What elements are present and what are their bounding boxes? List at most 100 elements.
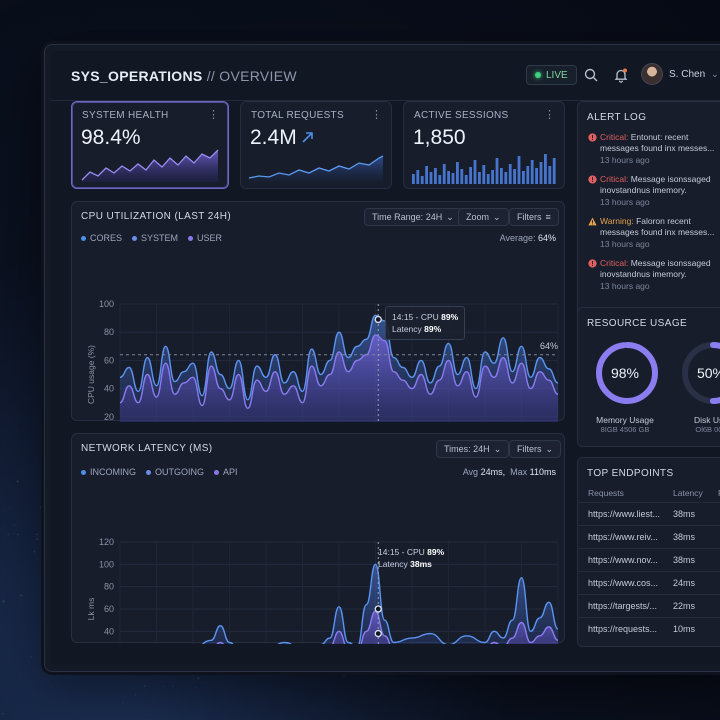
top-endpoints-panel: TOP ENDPOINTS Requests Latency R https:/… — [577, 457, 720, 647]
alert-time: 13 hours ago — [600, 197, 650, 207]
filters-dropdown[interactable]: Filters ⌄ — [509, 440, 562, 458]
alert-text: Entonut: recent messages found inx messe… — [600, 132, 715, 153]
y-tick-label: 80 — [104, 582, 114, 592]
table-row[interactable]: https://requests... 10ms — [578, 617, 720, 640]
top-bar: SYS_OPERATIONS // OVERVIEW LIVE S. Chen … — [51, 51, 720, 101]
endpoint-url[interactable]: https://www.liest... — [588, 509, 661, 519]
kpi-value: 1,850 — [413, 126, 466, 149]
cursor-marker — [374, 629, 382, 638]
table-row[interactable]: https://www.cos... 24ms — [578, 571, 720, 594]
more-options-icon[interactable]: ⋮ — [371, 109, 382, 121]
live-badge[interactable]: LIVE — [526, 65, 577, 85]
gauge-label: Disk Usa — [693, 415, 720, 425]
zoom-dropdown[interactable]: Zoom ⌄ — [458, 208, 509, 226]
series-line — [201, 563, 559, 644]
series-line — [119, 314, 559, 401]
column-header-latency[interactable]: Latency — [673, 488, 703, 498]
critical-alert-icon — [588, 259, 597, 268]
tooltip-line: 14:15 - CPU — [378, 547, 425, 557]
table-row[interactable]: https://www.nov... 38ms — [578, 548, 720, 571]
endpoint-url[interactable]: https://www.cos... — [588, 578, 659, 588]
table-row[interactable]: https://www.reiv... 38ms — [578, 525, 720, 548]
session-bar — [495, 158, 499, 184]
bell-icon[interactable] — [613, 67, 629, 83]
table-row[interactable]: https://www.liest... 38ms — [578, 502, 720, 525]
alert-time: 13 hours ago — [600, 239, 650, 249]
monitor-frame: SYS_OPERATIONS // OVERVIEW LIVE S. Chen … — [44, 44, 720, 672]
session-bar — [491, 170, 494, 184]
legend-item-system[interactable]: SYSTEM — [132, 233, 178, 243]
search-icon[interactable] — [583, 67, 599, 83]
legend-label: SYSTEM — [141, 233, 179, 243]
dashboard-screen: SYS_OPERATIONS // OVERVIEW LIVE S. Chen … — [51, 51, 720, 665]
endpoint-url[interactable]: https://www.reiv... — [588, 532, 658, 542]
session-bar — [412, 174, 415, 184]
max-value: 110ms — [529, 467, 556, 477]
live-label: LIVE — [546, 69, 568, 81]
session-bar — [425, 166, 428, 184]
series-line — [119, 334, 559, 410]
title-main: SYS_OPERATIONS — [71, 68, 203, 84]
session-bar — [420, 176, 424, 184]
tooltip-value: 89% — [441, 312, 459, 322]
donut-gauge — [682, 342, 720, 404]
endpoint-latency: 38ms — [673, 532, 696, 542]
endpoint-url[interactable]: https://targests/... — [588, 601, 658, 611]
legend-item-user[interactable]: USER — [188, 233, 222, 243]
endpoint-latency: 10ms — [673, 624, 696, 634]
alert-time: 13 hours ago — [600, 281, 650, 291]
resource-gauge[interactable]: 98% Memory Usage 8IGB 4506 GB — [592, 340, 662, 434]
resource-usage-panel: RESOURCE USAGE 98% Memory Usage 8IGB 4506 … — [577, 307, 720, 447]
network-chart[interactable]: 02040608010012000:0002:0004:0006:0008:00… — [72, 434, 566, 644]
more-options-icon[interactable]: ⋮ — [544, 109, 555, 121]
session-bar — [482, 165, 486, 184]
y-axis-label: Lk ms — [86, 598, 96, 621]
alert-item[interactable]: Critical: Entonut: recent messages found… — [588, 132, 718, 166]
kpi-card-system-health[interactable]: SYSTEM HEALTH ⋮ 98.4% — [71, 101, 229, 189]
gauge-value: 50% — [696, 365, 720, 381]
table-row[interactable]: https://targests/... 22ms — [578, 594, 720, 617]
y-tick-label: 20 — [104, 412, 114, 422]
more-options-icon[interactable]: ⋮ — [208, 109, 219, 121]
user-menu[interactable]: S. Chen ⌄ — [641, 63, 719, 85]
resource-gauge[interactable]: 50% Disk UsaOl6B 005 — [678, 340, 720, 434]
alert-item[interactable]: Critical: Message isonssaged inovstandnu… — [588, 174, 718, 208]
legend-item-outgoing[interactable]: OUTGOING — [146, 467, 204, 477]
filters-button[interactable]: Filters ≡ — [509, 208, 559, 226]
legend-label: INCOMING — [90, 467, 136, 477]
endpoint-url[interactable]: https://www.nov... — [588, 555, 658, 565]
max-label: Max — [510, 467, 528, 477]
y-tick-label: 40 — [104, 626, 114, 636]
critical-alert-icon — [588, 175, 597, 184]
endpoint-url[interactable]: https://requests... — [588, 624, 658, 634]
kpi-card-active-sessions[interactable]: ACTIVE SESSIONS ⋮ 1,850 — [403, 101, 565, 189]
kpi-value: 98.4% — [81, 126, 141, 149]
legend-item-cores[interactable]: CORES — [81, 233, 122, 243]
session-bar — [513, 169, 516, 184]
filters-label: Filters — [517, 212, 542, 222]
tooltip-value: 89% — [427, 547, 445, 557]
cpu-chart[interactable]: 02040608010000:0002:0004:0006:0008:0010:… — [72, 202, 566, 422]
times-dropdown[interactable]: Times: 24H ⌄ — [436, 440, 510, 458]
gauge-arc — [596, 342, 658, 404]
live-dot-icon — [535, 72, 541, 78]
chevron-down-icon: ⌄ — [545, 443, 554, 454]
filters-label: Filters — [517, 444, 542, 454]
alert-item[interactable]: Critical: Message isonssaged inovstandnu… — [588, 258, 718, 292]
kpi-card-total-requests[interactable]: TOTAL REQUESTS ⋮ 2.4M — [240, 101, 392, 189]
time-range-dropdown[interactable]: Time Range: 24H ⌄ — [364, 208, 462, 226]
cursor-marker — [374, 605, 382, 613]
alert-level: Critical: — [600, 132, 629, 142]
series-line — [216, 610, 559, 644]
column-header-requests[interactable]: Requests — [588, 488, 624, 498]
alert-text: Faloron recent messages found inx messes… — [600, 216, 715, 237]
legend-item-api[interactable]: API — [214, 467, 238, 477]
cursor-marker — [374, 315, 382, 324]
latency-stats: Avg 24ms, Max 110ms — [463, 467, 556, 477]
column-header-extra[interactable]: R — [718, 488, 720, 498]
alert-item[interactable]: Warning: Faloron recent messages found i… — [588, 216, 718, 250]
legend-item-incoming[interactable]: INCOMING — [81, 467, 136, 477]
page-title: SYS_OPERATIONS // OVERVIEW — [71, 68, 297, 84]
chevron-down-icon: ⌄ — [711, 68, 719, 79]
session-bar — [500, 168, 503, 184]
